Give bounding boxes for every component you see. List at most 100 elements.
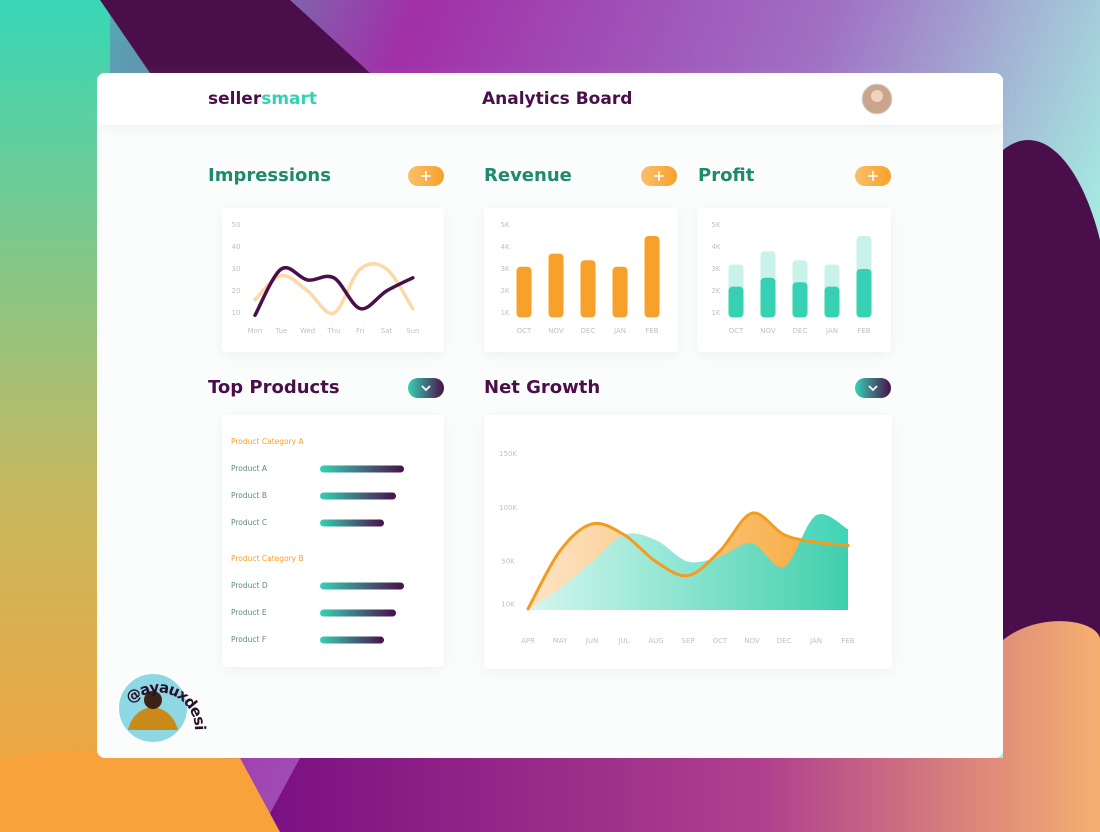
y-tick-label: 40: [232, 243, 241, 251]
y-tick-label: 10: [232, 309, 241, 317]
product-bar: [320, 609, 396, 617]
dropdown-button[interactable]: [855, 378, 891, 398]
y-tick-label: 4K: [711, 243, 720, 251]
bar: [824, 286, 840, 318]
category-label: Product Category B: [231, 554, 304, 563]
product-label: Product E: [231, 608, 267, 617]
x-tick-label: Mon: [248, 327, 263, 335]
x-tick-label: FEB: [857, 327, 870, 335]
x-tick-label: JAN: [613, 327, 626, 335]
brand: sellersmart: [208, 89, 317, 109]
x-tick-label: JUL: [617, 637, 629, 645]
x-tick-label: NOV: [548, 327, 564, 335]
x-tick-label: DEC: [777, 637, 792, 645]
product-bar: [320, 582, 404, 590]
line-series: [253, 262, 415, 316]
product-label: Product B: [231, 491, 267, 500]
x-tick-label: OCT: [517, 327, 532, 335]
button-bg[interactable]: [855, 378, 891, 398]
product-bar: [320, 636, 384, 644]
x-tick-label: JAN: [825, 327, 838, 335]
x-tick-label: FEB: [841, 637, 854, 645]
category-label: Product Category A: [231, 437, 305, 446]
area-series: [528, 513, 848, 610]
bar: [644, 236, 660, 318]
x-tick-label: Tue: [274, 327, 287, 335]
y-tick-label: 20: [232, 287, 241, 295]
card-title: Net Growth: [484, 377, 600, 398]
product-bar: [320, 492, 396, 500]
y-tick-label: 30: [232, 265, 241, 273]
x-tick-label: APR: [521, 637, 535, 645]
x-tick-label: SEP: [681, 637, 694, 645]
card: [222, 208, 444, 352]
y-tick-label: 2K: [500, 287, 509, 295]
x-tick-label: FEB: [645, 327, 658, 335]
product-label: Product D: [231, 581, 268, 590]
avatar-face: [871, 90, 883, 102]
card: [222, 415, 444, 667]
y-tick-label: 50: [232, 221, 241, 229]
x-tick-label: OCT: [713, 637, 728, 645]
blob: [100, 0, 370, 73]
blob: [260, 621, 1100, 832]
background-left: [0, 0, 110, 832]
card-title: Impressions: [208, 165, 331, 186]
bar: [612, 266, 628, 318]
line-series: [253, 265, 415, 317]
blob: [0, 751, 280, 832]
y-tick-label: 1K: [500, 309, 509, 317]
y-tick-label: 2K: [711, 287, 720, 295]
y-tick-label: 100K: [499, 504, 517, 512]
x-tick-label: DEC: [581, 327, 596, 335]
add-button[interactable]: [855, 166, 891, 186]
avatar-figure: [128, 707, 178, 730]
x-tick-label: JUN: [585, 637, 598, 645]
x-tick-label: AUG: [648, 637, 663, 645]
bar: [728, 286, 744, 318]
y-tick-label: 5K: [711, 221, 720, 229]
x-tick-label: JAN: [809, 637, 822, 645]
product-label: Product A: [231, 464, 268, 473]
chevron-icon: [868, 385, 878, 392]
chevron-icon: [421, 385, 431, 392]
y-tick-label: 150K: [499, 450, 517, 458]
dropdown-button[interactable]: [408, 378, 444, 398]
x-tick-label: NOV: [744, 637, 760, 645]
x-tick-label: NOV: [760, 327, 776, 335]
product-label: Product F: [231, 635, 266, 644]
brand-suffix: smart: [261, 89, 317, 109]
add-button[interactable]: [641, 166, 677, 186]
avatar-head: [144, 691, 162, 709]
y-tick-label: 10K: [501, 601, 515, 609]
x-tick-label: Sun: [406, 327, 419, 335]
card-title: Revenue: [484, 165, 572, 186]
y-tick-label: 50K: [501, 558, 515, 566]
product-bar: [320, 465, 404, 473]
top-bar: [97, 73, 1003, 125]
x-tick-label: Sat: [381, 327, 393, 335]
bar: [792, 282, 808, 318]
plus-icon: [654, 171, 664, 181]
plus-icon: [421, 171, 431, 181]
y-tick-label: 4K: [500, 243, 509, 251]
button-bg[interactable]: [408, 378, 444, 398]
y-tick-label: 1K: [711, 309, 720, 317]
x-tick-label: DEC: [793, 327, 808, 335]
bar: [760, 277, 776, 318]
bar: [580, 260, 596, 318]
x-tick-label: OCT: [729, 327, 744, 335]
y-tick-label: 5K: [500, 221, 509, 229]
bar: [548, 253, 564, 318]
add-button[interactable]: [408, 166, 444, 186]
y-tick-label: 3K: [500, 265, 509, 273]
card-title: Profit: [698, 165, 755, 186]
plus-icon: [868, 171, 878, 181]
product-label: Product C: [231, 518, 267, 527]
x-tick-label: Thu: [326, 327, 340, 335]
brand-prefix: seller: [208, 89, 262, 109]
bar: [856, 269, 872, 318]
line-series: [526, 511, 850, 611]
card-title: Top Products: [208, 377, 340, 398]
